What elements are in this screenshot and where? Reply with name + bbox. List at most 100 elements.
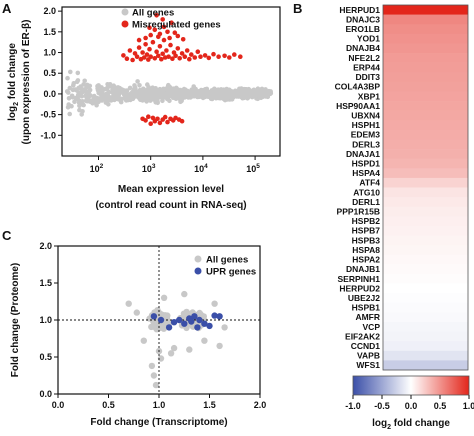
misregulated-point <box>170 56 175 61</box>
gene-point <box>168 86 174 91</box>
gene-point <box>85 84 91 89</box>
heatmap-cell <box>383 264 468 275</box>
gene-point <box>75 70 81 76</box>
gene-point <box>106 102 111 107</box>
heatmap-cell <box>383 149 468 159</box>
x-tick-label-a: 102 <box>90 163 104 174</box>
upr-point <box>191 313 198 320</box>
gene-point <box>130 89 135 95</box>
y-axis-subtitle-a: (upon expression of ER-β) <box>21 20 32 145</box>
x-axis-a: 102 103 104 105 <box>90 156 260 174</box>
heatmap-cell <box>383 120 468 131</box>
y-axis-title-a: log2 fold change <box>7 43 20 121</box>
misregulated-point <box>177 56 182 61</box>
gene-point <box>65 75 70 81</box>
gene-point <box>202 89 208 95</box>
heatmap-cell <box>383 283 468 294</box>
misregulated-point <box>165 29 170 35</box>
misregulated-point <box>161 37 167 43</box>
panel-c: C 0.0 0.5 1.0 1.5 2.0 0.0 0.5 1.0 1.5 2.0 All ge… <box>2 228 266 428</box>
gene-point <box>70 95 75 100</box>
gene-label: SERPINH1 <box>337 274 380 284</box>
gene-point <box>99 88 104 94</box>
gene-point <box>179 96 185 102</box>
misregulated-point <box>121 53 126 58</box>
gene-point <box>172 90 178 95</box>
legend-label-all-genes-c: All genes <box>206 255 248 266</box>
misregulated-point <box>140 50 145 55</box>
gene-point <box>79 94 85 99</box>
y-tick-label-c: 1.5 <box>39 278 52 288</box>
gene-point <box>178 91 184 97</box>
misregulated-point <box>132 51 138 56</box>
misregulated-point <box>172 30 178 35</box>
gene-point-c <box>183 308 190 316</box>
y-tick-label-a: 2.0 <box>43 6 56 16</box>
gene-point <box>105 98 110 103</box>
heatmap-cell <box>383 225 468 236</box>
gene-label: UBE2J2 <box>348 293 380 303</box>
gene-point <box>128 97 133 103</box>
gene-label: HSPA8 <box>352 245 380 255</box>
heatmap-cell <box>383 81 468 92</box>
misregulated-point <box>157 44 163 49</box>
all-genes-cloud-c <box>125 290 228 389</box>
gene-label: DERL3 <box>352 139 380 149</box>
gene-label: DNAJC3 <box>346 14 380 24</box>
gene-point <box>75 92 81 98</box>
gene-label: YOD1 <box>357 34 380 44</box>
heatmap-cell <box>383 216 468 227</box>
colorbar-title: log2 fold change <box>372 418 450 431</box>
upr-point <box>206 322 213 330</box>
misregulated-point <box>146 114 151 119</box>
misregulated-point <box>180 37 186 42</box>
gene-point <box>121 88 127 93</box>
gene-point-c <box>157 355 165 362</box>
gene-point <box>191 84 196 89</box>
x-axis-subtitle-a: (control read count in RNA-seq) <box>95 200 246 211</box>
gene-point <box>105 85 110 91</box>
gene-point <box>217 91 223 96</box>
misregulated-point <box>169 20 174 26</box>
upr-point <box>165 324 173 331</box>
upr-point <box>196 316 203 324</box>
upr-point <box>150 313 158 320</box>
gene-point-c <box>211 300 218 307</box>
misregulated-point <box>134 54 140 59</box>
heatmap-cell <box>383 129 468 140</box>
x-tick-label-c: 2.0 <box>254 400 267 410</box>
colorbar-tick-label: -0.5 <box>374 401 390 411</box>
y-tick-label-a: -0.5 <box>40 110 56 120</box>
misregulated-point <box>154 49 159 54</box>
gene-point <box>105 93 111 98</box>
gene-label: XBP1 <box>358 91 380 101</box>
gene-point-c <box>133 309 140 316</box>
gene-point <box>209 88 215 93</box>
misregulated-point <box>227 55 232 60</box>
gene-label: HSPA4 <box>352 168 380 178</box>
heatmap-cell <box>383 293 468 304</box>
gene-point <box>75 96 81 102</box>
gene-point <box>65 105 71 110</box>
misregulated-point <box>160 17 165 22</box>
gene-point <box>80 109 85 114</box>
heatmap-cell <box>383 62 468 73</box>
misregulated-point <box>165 119 170 125</box>
gene-point <box>111 90 117 96</box>
misregulated-point <box>127 48 133 53</box>
legend-marker-all-genes <box>121 8 129 16</box>
gene-point <box>67 85 73 91</box>
legend-label-misregulated: Misregulated genes <box>132 20 221 31</box>
upr-point <box>188 318 195 325</box>
x-tick-label-a: 105 <box>246 163 260 174</box>
heatmap-cell <box>383 273 468 284</box>
heatmap-cell <box>383 14 468 25</box>
gene-point <box>244 90 249 96</box>
gene-label: COL4A3BP <box>335 82 381 92</box>
misregulated-point <box>202 53 208 58</box>
gene-point <box>236 94 241 99</box>
misregulated-point <box>144 52 150 57</box>
upr-point <box>194 324 201 331</box>
gene-point-c <box>152 381 160 389</box>
gene-point <box>230 92 236 97</box>
